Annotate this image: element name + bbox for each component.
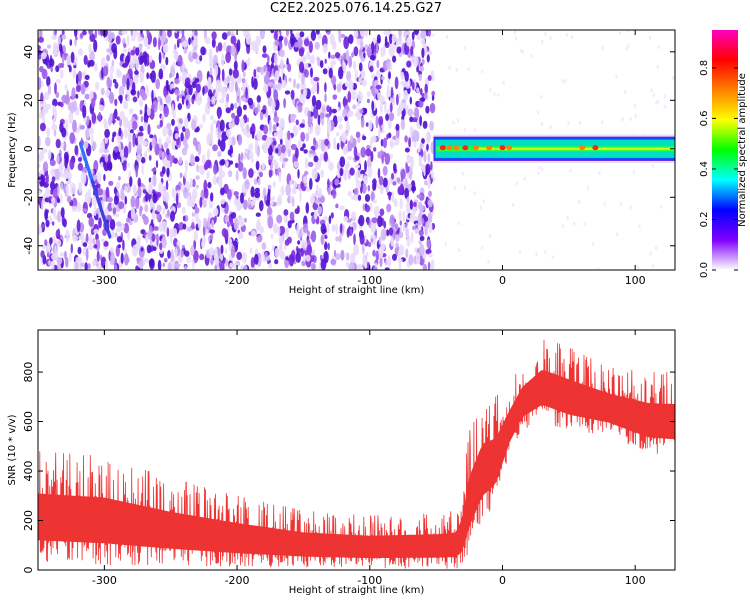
chart-title: C2E2.2025.076.14.25.G27 <box>269 1 443 16</box>
spectrogram-image <box>38 30 675 270</box>
x-tick-label: -100 <box>357 274 382 287</box>
colorbar-tick-label: 0.8 <box>699 60 710 76</box>
x-axis-label: Height of straight line (km) <box>289 285 425 296</box>
spectrogram-frame <box>37 29 676 271</box>
x-axis-label: Height of straight line (km) <box>289 585 425 596</box>
y-tick-label: 0 <box>22 145 35 152</box>
y-axis-label: SNR (10 * v/v) <box>7 414 18 485</box>
x-tick-label: -100 <box>357 574 382 587</box>
snr-series <box>38 339 675 569</box>
y-tick-label: 0 <box>22 567 35 574</box>
x-tick-label: -300 <box>92 574 117 587</box>
y-tick-label: 40 <box>22 45 35 59</box>
x-tick-label: -300 <box>92 274 117 287</box>
colorbar-label: Normalized spectral amplitude <box>737 73 748 227</box>
snr-frame <box>37 329 676 571</box>
snr-panel: -300 -200 -100 0 100 0 200 400 600 800 Height of s… <box>7 329 676 596</box>
x-tick-label: 0 <box>499 574 506 587</box>
x-tick-label: 100 <box>625 574 646 587</box>
y-tick-label: 400 <box>22 461 35 482</box>
colorbar: 0.0 0.2 0.4 0.6 0.8 Normalized spectral ampli… <box>699 30 748 278</box>
y-tick-label: 800 <box>22 362 35 383</box>
x-tick-label: 100 <box>625 274 646 287</box>
snr-line <box>38 339 675 569</box>
x-tick-label: -200 <box>225 574 250 587</box>
y-axis-label: Frequency (Hz) <box>7 112 18 188</box>
colorbar-tick-label: 0.0 <box>699 262 710 278</box>
y-tick-label: 200 <box>22 510 35 531</box>
y-tick-label: 600 <box>22 411 35 432</box>
y-tick-label: 20 <box>22 93 35 107</box>
y-tick-label: -40 <box>22 237 35 255</box>
colorbar-tick-label: 0.6 <box>699 110 710 126</box>
colorbar-tick-label: 0.2 <box>699 212 710 228</box>
x-tick-label: -200 <box>225 274 250 287</box>
y-tick-label: -20 <box>22 188 35 206</box>
x-tick-label: 0 <box>499 274 506 287</box>
colorbar-gradient <box>712 30 738 270</box>
colorbar-tick-label: 0.4 <box>699 161 710 177</box>
